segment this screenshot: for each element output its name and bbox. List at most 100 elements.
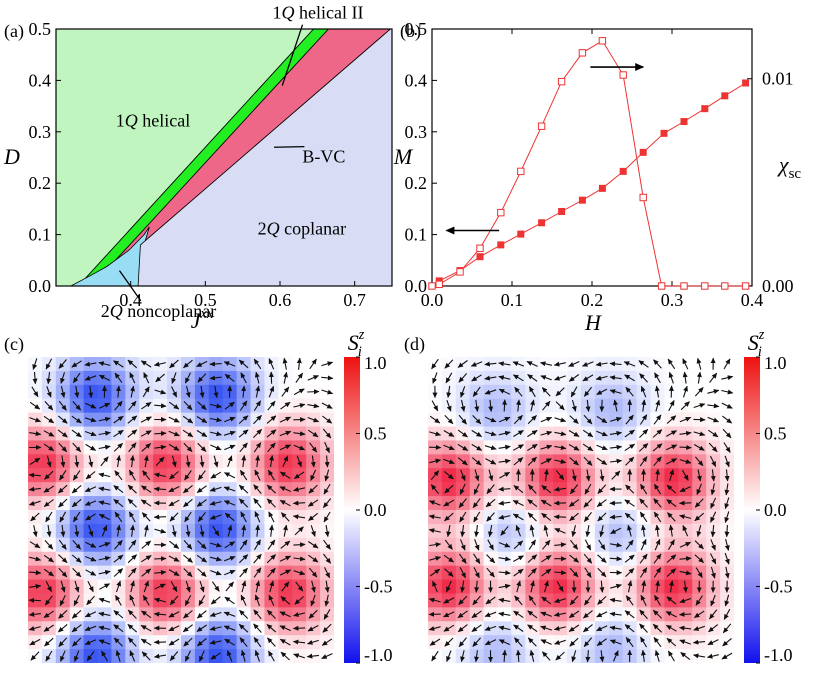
spin-arrow [72, 511, 81, 523]
spin-arrow [73, 594, 80, 607]
spin-arrow [679, 500, 692, 506]
spin-arrow [153, 472, 166, 478]
spin-arrow [253, 636, 262, 648]
spin-arrow [113, 443, 123, 452]
spin-arrow [113, 610, 124, 619]
spin-arrow [197, 442, 207, 452]
spin-arrow [114, 470, 123, 481]
spin-arrow [239, 609, 249, 619]
spin-arrow [60, 455, 66, 468]
panel-label-b: (b) [400, 21, 421, 42]
spin-arrow [141, 610, 152, 619]
spin-arrow [85, 541, 97, 548]
data-point-m [476, 253, 484, 261]
spin-arrow [58, 567, 68, 578]
y-tick-label: 0.0 [29, 276, 52, 296]
spin-arrow [98, 500, 111, 506]
spin-arrow [87, 581, 94, 593]
spin-arrow [293, 653, 305, 659]
spin-arrow [239, 637, 248, 648]
panel-d-spin-texture: 1.0 0.5 0.0 -0.5 -1.0 Sz i [428, 327, 793, 665]
spin-arrow [209, 375, 222, 381]
spin-arrow [74, 525, 80, 538]
spin-arrow [45, 511, 53, 523]
spin-arrow [113, 360, 124, 368]
spin-arrow [46, 455, 52, 468]
spin-arrow [254, 650, 261, 662]
spin-arrow [44, 401, 54, 411]
spin-arrow [279, 638, 291, 646]
spin-arrow [307, 429, 319, 438]
spin-arrow [185, 455, 191, 468]
spin-arrow [168, 638, 180, 646]
spin-arrow [113, 568, 124, 577]
spin-arrow [101, 650, 108, 662]
spin-arrow [98, 556, 111, 561]
spin-arrow [84, 500, 97, 506]
spin-arrow [307, 639, 319, 645]
spin-arrow [209, 500, 222, 506]
spin-arrow [98, 611, 111, 617]
spin-arrow [209, 403, 222, 409]
spin-arrow [307, 541, 319, 549]
panel-label-a: (a) [4, 21, 24, 42]
spin-arrow [253, 442, 262, 453]
spin-arrow [98, 486, 111, 492]
spin-arrow [254, 371, 260, 384]
spin-arrow [30, 512, 40, 522]
spin-arrow [210, 596, 221, 605]
spin-arrow [308, 484, 318, 494]
spin-arrow [44, 470, 54, 480]
spin-arrow [29, 583, 42, 589]
spin-arrow [58, 359, 67, 369]
spin-arrow [84, 625, 97, 631]
spin-arrow [266, 498, 276, 508]
panel-c-spin-texture: 1.0 0.5 0.0 -0.5 -1.0 Sz i [28, 327, 393, 665]
data-point-m [680, 118, 688, 126]
spin-arrow [241, 524, 247, 537]
spin-arrow [98, 472, 111, 478]
spin-arrow [254, 594, 261, 607]
spin-arrow [293, 612, 306, 617]
spin-arrow [309, 358, 317, 370]
spin-arrow [154, 569, 167, 575]
spin-arrow [141, 555, 152, 563]
spin-arrow [98, 513, 110, 521]
spin-arrow [323, 483, 331, 495]
spin-arrow [183, 401, 193, 411]
spin-arrow [310, 580, 316, 593]
spin-arrow [98, 430, 111, 436]
spin-arrow [267, 469, 275, 481]
colorbar-tick-label: 1.0 [764, 353, 787, 373]
spin-arrow [129, 524, 135, 537]
data-point-m [639, 148, 647, 156]
spin-arrow [113, 637, 123, 647]
spin-arrow [141, 512, 151, 522]
colorbar-tick-label: 0.0 [364, 500, 387, 520]
annotation-1q-helical: 1Q helical [116, 111, 190, 131]
spin-arrow [183, 610, 193, 619]
spin-arrow [240, 649, 246, 662]
spin-arrow [241, 385, 247, 398]
spin-arrow [292, 639, 306, 645]
x-tick-label: 0.1 [501, 290, 524, 310]
spin-arrow [279, 486, 291, 493]
spin-arrow [168, 569, 180, 577]
spin-arrow [85, 402, 97, 409]
spin-arrow [43, 554, 55, 563]
spin-arrow [183, 568, 193, 578]
spin-arrow [296, 357, 302, 370]
spin-arrow [28, 500, 41, 506]
spin-arrow [141, 401, 152, 410]
spin-arrow [140, 624, 152, 632]
spin-arrow [43, 485, 55, 493]
spin-arrow [223, 486, 236, 492]
spin-arrow [324, 469, 330, 482]
spin-arrow [142, 470, 151, 481]
spin-arrow [308, 609, 318, 619]
spin-arrow [307, 403, 320, 409]
colorbar-tick-label: 0.5 [364, 424, 387, 444]
spin-arrow [307, 375, 319, 381]
phase-regions [56, 29, 392, 286]
spin-arrow [225, 581, 234, 592]
